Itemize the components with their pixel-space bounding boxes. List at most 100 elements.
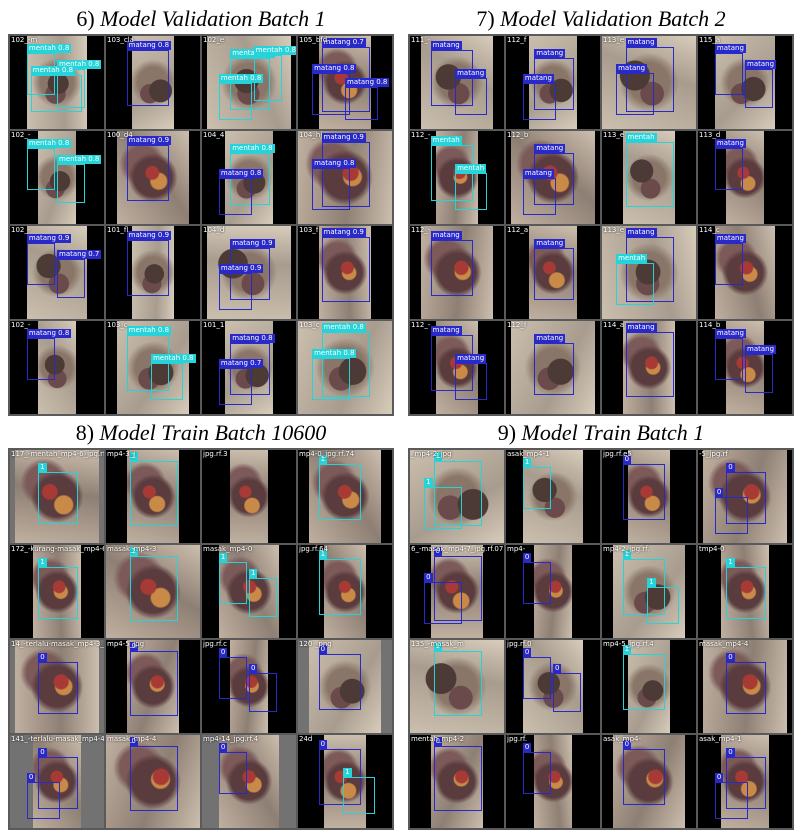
grid-cell: 1 135_-masak_m (410, 640, 504, 733)
image-filename: 113_e (603, 226, 625, 234)
panel-title: 8) Model Train Batch 10600 (8, 418, 394, 448)
image-filename: 112_f (507, 321, 527, 329)
detection-label: mentah 0.8 (218, 73, 264, 83)
grid-cell: 0 asak_mp4- (602, 735, 696, 828)
detection-box: mentah 0.8 (26, 138, 72, 190)
detection-label: 1 (129, 547, 138, 557)
detection-label: mentah 0.8 (26, 138, 72, 148)
detection-box: 0 (714, 772, 748, 819)
detection-box: 1 (622, 549, 665, 615)
panel-8: 8) Model Train Batch 10600 1 117_-mentah_m… (8, 418, 394, 830)
detection-box: matang 0.8 (230, 334, 275, 396)
grid-cell: matang matang 112_b (506, 131, 600, 224)
grid-cell: 1 asak_mp4-1 (506, 450, 600, 543)
detection-box: 0 (714, 487, 748, 534)
detection-label: matang 0.8 (230, 334, 275, 344)
detection-label: 0 (424, 573, 433, 583)
detection-box: mentah (616, 254, 654, 306)
detection-label: matang (455, 68, 487, 78)
image-filename: 112_f (507, 36, 527, 44)
detection-box: matang (430, 230, 473, 296)
panel-title-text: Model Validation Batch 1 (100, 6, 326, 31)
detection-label: mentah 0.8 (151, 353, 196, 363)
image-filename: 102_e (203, 36, 225, 44)
detection-label: mentah 0.8 (57, 154, 102, 164)
detection-label: 1 (622, 549, 632, 559)
grid-cell: 1 masak_mp4-3 (106, 545, 200, 638)
detection-box: matang 0.9 (321, 228, 371, 303)
grid-cell: 1 1 mp4-2_jpg.rf. (602, 545, 696, 638)
detection-box: mentah 0.8 (57, 154, 102, 203)
detection-box: matang (616, 64, 654, 116)
image-filename: mp4-3_j (107, 450, 136, 458)
grid-cell: 1 mp4-5_jpg.rf.4 (602, 640, 696, 733)
detection-label: 1 (622, 644, 632, 654)
sample-photo (613, 735, 685, 828)
detection-label: matang 0.7 (57, 249, 102, 259)
detection-label: matang (714, 138, 746, 148)
detection-box: 0 (522, 742, 552, 794)
detection-label: matang 0.7 (218, 358, 264, 368)
image-filename: 14_-terlalu-masak_mp4-3_jp (11, 640, 104, 648)
detection-label: 0 (433, 547, 442, 557)
detection-box: matang 0.8 (126, 40, 172, 106)
image-filename: 113_e (603, 36, 625, 44)
detection-box: matang (714, 328, 746, 380)
grid-cell: matang 0.9 matang 0.8 104_hj (298, 131, 392, 224)
grid-cell: matang matang 115_a (698, 36, 792, 129)
grid-cell: 0 0 asak_mp4-1 (698, 735, 792, 828)
sample-photo (613, 545, 685, 638)
detection-label: matang (430, 325, 462, 335)
detection-label: 0 (726, 653, 735, 663)
detection-box: matang 0.9 (126, 230, 172, 296)
image-filename: mp4-2_jpg.rf. (603, 545, 650, 553)
detection-box: matang 0.9 (218, 263, 264, 310)
detection-label: mentah (430, 135, 462, 145)
detection-box: matang (625, 228, 675, 303)
image-filename: -5_jpg.rf (699, 450, 728, 458)
image-filename: 112_- (411, 131, 431, 139)
detection-box: matang 0.8 (345, 78, 390, 120)
detection-label: matang (430, 230, 462, 240)
detection-label: 1 (433, 452, 442, 462)
detection-label: 0 (318, 739, 328, 749)
detection-box: matang 0.8 (218, 168, 264, 215)
grid-cell: matang 0.9 100_d4 (106, 131, 200, 224)
detection-box: 0 (726, 653, 766, 715)
sample-photo (534, 545, 572, 638)
grid-cell: matang 0.9 103_f (298, 226, 392, 319)
detection-label: 1 (433, 642, 442, 652)
detection-label: 0 (714, 487, 724, 497)
detection-label: mentah 0.8 (57, 59, 102, 69)
grid-cell: 1 1 masak_mp4-0 (202, 545, 296, 638)
sample-photo (522, 450, 584, 543)
detection-box: matang (455, 353, 488, 401)
detection-box: 0 (622, 739, 665, 805)
detection-box: 1 (218, 552, 248, 604)
image-filename: masak_mp4-0 (203, 545, 253, 553)
panel-9: 9) Model Train Batch 1 1 1 _mp4-2_jpg 1 asak_… (408, 418, 794, 830)
detection-label: matang 0.9 (218, 263, 264, 273)
detection-box: 1 (129, 547, 179, 622)
grid-cell: matang matang 111_- (410, 36, 504, 129)
detection-label: mentah 0.8 (30, 66, 76, 76)
detection-label: 1 (522, 457, 532, 467)
image-filename: jpg.rf.c (203, 640, 227, 648)
grid-cell: matang 113_d (698, 131, 792, 224)
sample-photo (702, 640, 788, 733)
image-filename: 104_hj (299, 131, 323, 139)
grid-cell: 0 mentah_mp4-2 (410, 735, 504, 828)
image-grid: 1 1 _mp4-2_jpg 1 asak_mp4-1 0 jpg.rf.e5 0 0 -5_jp… (408, 448, 794, 830)
detection-label: matang 0.9 (26, 233, 72, 243)
image-filename: jpg.rf.0 (507, 640, 532, 648)
grid-cell: 0 0 -5_jpg.rf (698, 450, 792, 543)
grid-cell: matang mentah 113_e (602, 226, 696, 319)
detection-box: mentah 0.8 (151, 353, 196, 401)
detection-box: matang (745, 59, 777, 108)
detection-box: 0 (38, 653, 78, 715)
detection-label: mentah 0.8 (230, 144, 275, 154)
sample-photo (628, 450, 670, 543)
detection-box: matang 0.7 (57, 249, 102, 298)
grid-cell: matang 0.9 matang 0.9 104_d (202, 226, 296, 319)
detection-label: 0 (249, 663, 258, 673)
